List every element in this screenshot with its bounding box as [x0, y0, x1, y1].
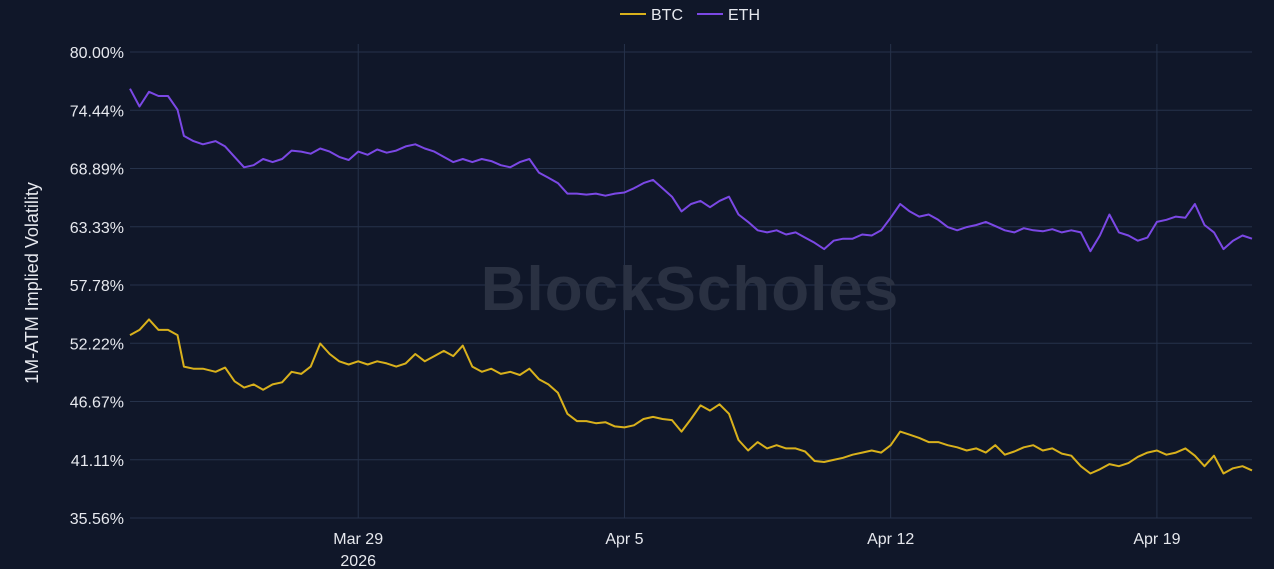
watermark: BlockScholes — [481, 255, 900, 324]
y-tick-label: 80.00% — [70, 45, 124, 62]
x-tick-label: Apr 19 — [1133, 531, 1180, 548]
legend-item-btc[interactable]: BTC — [620, 7, 683, 24]
y-axis: 80.00% 74.44% 68.89% 63.33% 57.78% 52.22% 46.6… — [70, 45, 124, 528]
y-tick-label: 46.67% — [70, 395, 124, 412]
y-tick-label: 41.11% — [71, 453, 124, 470]
grid — [130, 44, 1252, 519]
legend-label: BTC — [651, 7, 683, 24]
x-tick-label: Apr 12 — [867, 531, 914, 548]
x-axis: Mar 29 2026 Apr 5 Apr 12 Apr 19 — [333, 531, 1180, 569]
y-tick-label: 52.22% — [70, 336, 124, 353]
legend-item-eth[interactable]: ETH — [697, 7, 760, 24]
y-tick-label: 74.44% — [70, 103, 124, 120]
x-tick-sublabel: 2026 — [340, 553, 376, 569]
series-layer — [129, 88, 1253, 475]
y-tick-label: 63.33% — [70, 220, 124, 237]
y-tick-label: 35.56% — [70, 511, 124, 528]
x-tick-label: Apr 5 — [605, 531, 643, 548]
x-tick-label: Mar 29 — [333, 531, 383, 548]
y-tick-label: 68.89% — [70, 162, 124, 179]
y-tick-label: 57.78% — [70, 278, 124, 295]
series-line-btc[interactable] — [129, 318, 1253, 475]
series-line-eth[interactable] — [129, 88, 1253, 253]
legend[interactable]: BTC ETH — [620, 7, 760, 24]
legend-label: ETH — [728, 7, 760, 24]
y-axis-title: 1M-ATM Implied Volatility — [22, 182, 42, 384]
